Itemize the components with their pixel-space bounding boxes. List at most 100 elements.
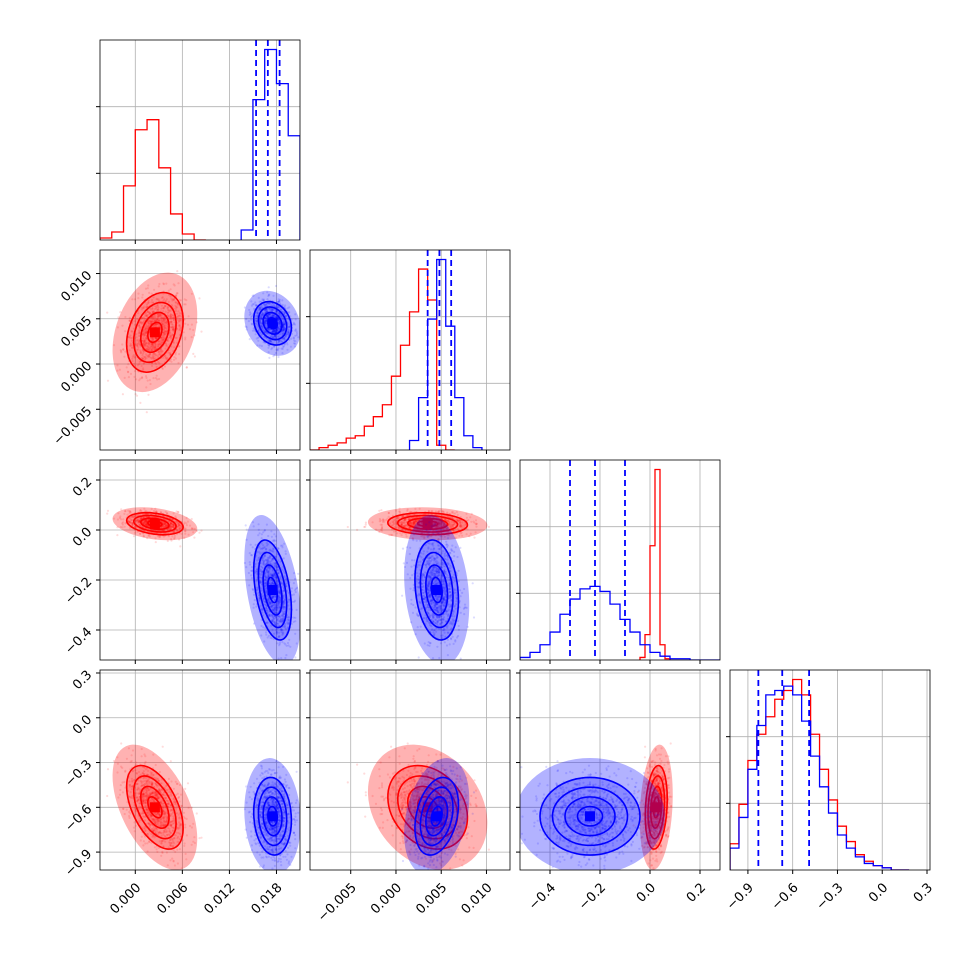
scatter-point (268, 302, 271, 305)
scatter-point (131, 346, 134, 349)
scatter-point (267, 307, 270, 310)
scatter-point (164, 525, 167, 528)
scatter-point (157, 324, 160, 327)
scatter-point (192, 531, 195, 534)
scatter-point (259, 316, 263, 319)
scatter-point (152, 357, 156, 361)
scatter-point (144, 337, 148, 340)
scatter-point (163, 298, 166, 301)
y-tick-label: −0.2 (62, 575, 95, 608)
scatter-point (282, 345, 285, 349)
scatter-point (137, 312, 140, 315)
scatter-point (271, 314, 274, 317)
scatter-point (285, 314, 288, 317)
scatter-point (144, 519, 148, 522)
scatter-point (279, 302, 282, 305)
scatter-point (266, 315, 269, 318)
scatter-point (283, 305, 286, 309)
scatter-point (253, 307, 256, 310)
scatter-point (147, 353, 150, 357)
scatter-point (117, 512, 120, 515)
scatter-point (275, 329, 279, 332)
scatter-point (163, 521, 166, 524)
scatter-point (120, 350, 123, 353)
scatter-point (258, 309, 261, 312)
scatter-point (176, 528, 179, 531)
scatter-point (154, 316, 157, 319)
scatter-point (141, 357, 144, 360)
scatter-point (171, 334, 174, 337)
scatter-point (169, 521, 172, 525)
scatter-point (179, 525, 183, 528)
scatter-point (130, 337, 134, 340)
scatter-point (160, 342, 163, 345)
scatter-point (129, 344, 132, 347)
scatter-point (143, 519, 146, 523)
scatter-panel-2-0: −0.4−0.20.00.2 (62, 459, 314, 664)
scatter-point (169, 334, 172, 337)
scatter-point (133, 375, 136, 378)
scatter-point (250, 316, 253, 319)
scatter-point (147, 349, 150, 352)
scatter-point (135, 514, 138, 517)
scatter-point (266, 314, 269, 318)
panel-frame (99, 249, 301, 451)
scatter-point (190, 527, 193, 530)
scatter-point (161, 356, 164, 359)
scatter-point (124, 315, 127, 319)
scatter-point (151, 310, 154, 313)
scatter-point (172, 318, 175, 321)
scatter-point (157, 313, 160, 316)
scatter-point (172, 358, 176, 361)
scatter-point (172, 327, 175, 331)
scatter-point (171, 524, 174, 527)
scatter-point (260, 315, 263, 318)
scatter-point (132, 515, 135, 519)
scatter-point (256, 309, 259, 312)
scatter-point (134, 343, 137, 346)
scatter-point (150, 337, 153, 340)
scatter-point (259, 331, 262, 334)
scatter-point (312, 626, 314, 628)
scatter-point (154, 337, 157, 340)
scatter-point (193, 527, 196, 531)
scatter-point (133, 355, 136, 358)
scatter-point (159, 314, 162, 317)
scatter-point (150, 343, 154, 346)
scatter-point (259, 321, 262, 324)
scatter-point (268, 356, 271, 359)
scatter-point (142, 522, 145, 525)
scatter-point (184, 336, 187, 339)
scatter-point (267, 313, 270, 317)
scatter-point (277, 318, 280, 321)
scatter-point (183, 298, 186, 301)
scatter-point (152, 311, 155, 314)
scatter-point (128, 319, 131, 322)
scatter-point (164, 525, 167, 528)
scatter-point (277, 306, 280, 309)
scatter-point (256, 312, 260, 315)
scatter-point (150, 507, 153, 510)
scatter-point (254, 333, 257, 336)
scatter-point (268, 313, 271, 317)
scatter-point (123, 355, 126, 358)
scatter-point (137, 340, 140, 343)
scatter-point (127, 376, 130, 379)
scatter-point (162, 300, 165, 303)
scatter-point (268, 344, 271, 347)
scatter-point (158, 340, 161, 343)
scatter-point (264, 320, 267, 324)
scatter-point (146, 327, 149, 330)
scatter-point (164, 355, 167, 358)
scatter-point (280, 308, 283, 311)
scatter-point (169, 313, 172, 316)
scatter-point (168, 332, 171, 335)
scatter-point (281, 318, 285, 321)
scatter-point (269, 339, 272, 342)
scatter-point (275, 309, 278, 312)
scatter-point (127, 371, 130, 374)
scatter-point (274, 316, 277, 319)
scatter-point (154, 319, 157, 322)
scatter-point (152, 296, 155, 299)
scatter-point (142, 319, 145, 322)
